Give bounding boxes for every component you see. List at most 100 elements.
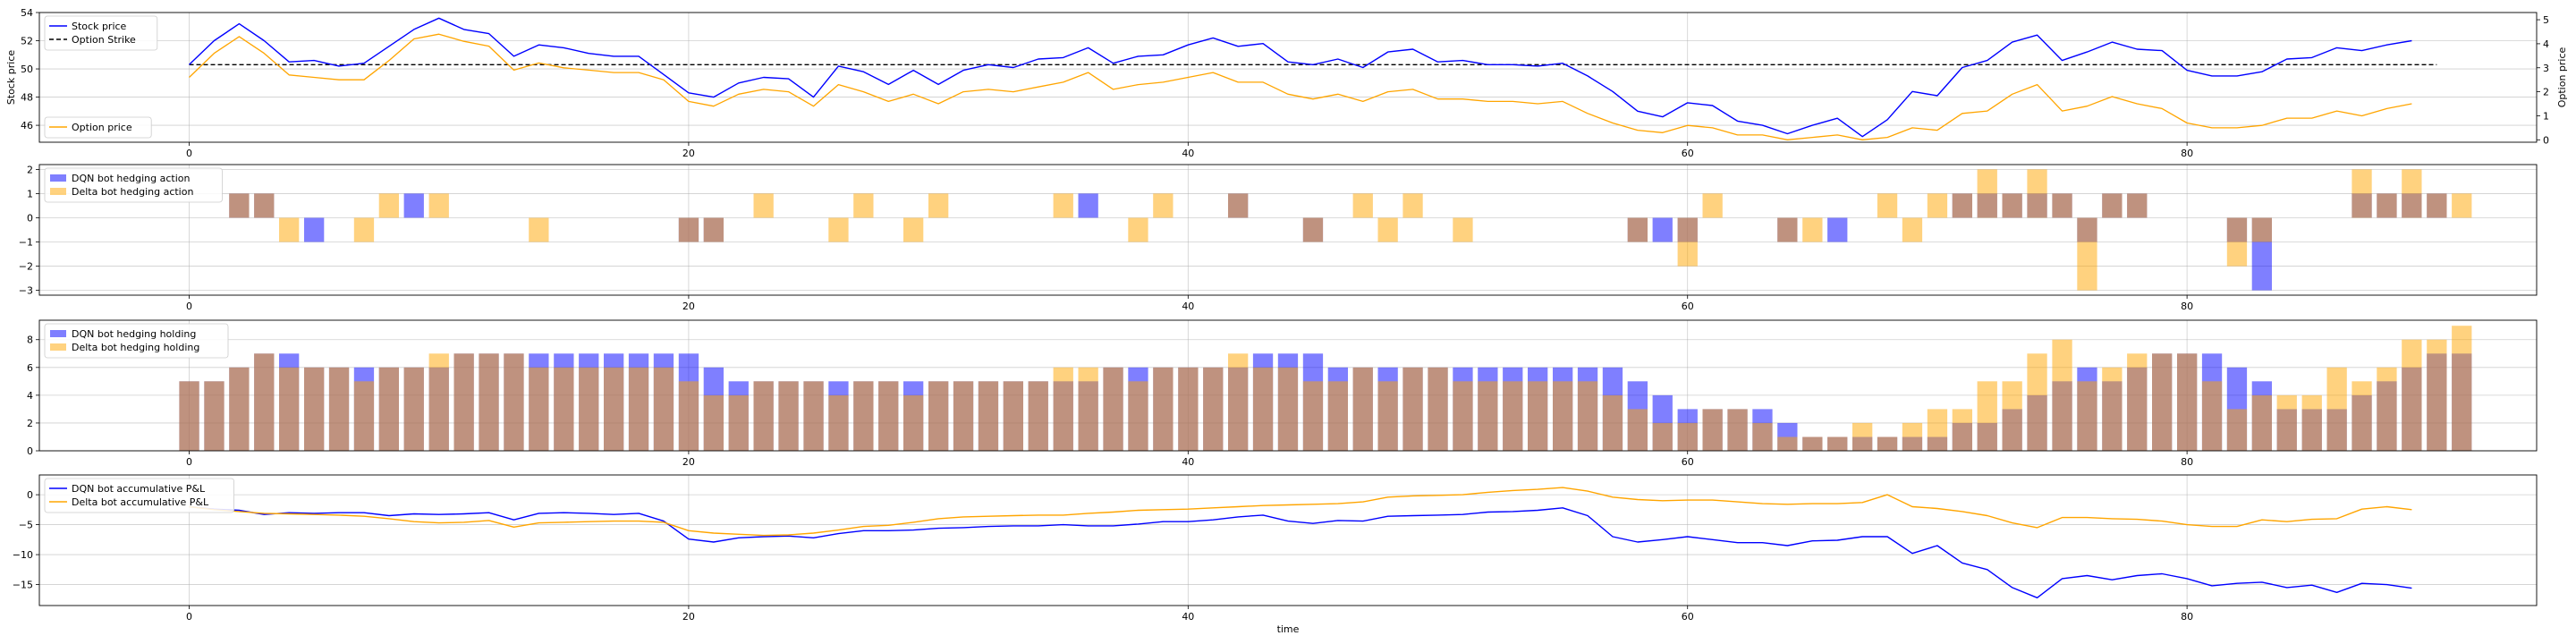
delta-bar: [479, 353, 499, 451]
panel-3: 0 20 40 60 80 0 2 4 6 8 DQN bot hedging holding Del…: [27, 319, 2538, 468]
delta-bar: [1228, 193, 1249, 218]
delta-bar: [254, 353, 275, 451]
delta-bar: [2276, 394, 2297, 451]
delta-bar: [728, 394, 749, 451]
axes-frame: [38, 474, 2538, 606]
y-right-tick-label: 0: [2543, 134, 2549, 146]
delta-bar: [1777, 217, 1798, 242]
delta-bar: [753, 381, 774, 451]
dqn-bar: [1827, 217, 1848, 242]
x-tick-label: 20: [682, 301, 695, 312]
delta-bar: [1577, 381, 1598, 451]
y-tick-label: 6: [27, 362, 33, 374]
delta-bar: [229, 367, 250, 451]
delta-bar: [1677, 217, 1698, 267]
option-price-line: [189, 33, 2412, 140]
delta-bar: [1952, 193, 1972, 218]
legend-label: Option Strike: [72, 34, 136, 46]
x-tick-label: 40: [1182, 611, 1194, 623]
delta-bar: [2427, 339, 2447, 451]
x-tick-label: 60: [1682, 301, 1694, 312]
delta-bar: [2251, 217, 2272, 242]
plot-area: [39, 13, 2537, 142]
panel-1: 0 20 40 60 80 46 48 50 52 54 0 1 2 3 4 5 Stock price Opti…: [5, 7, 2568, 159]
panel-2: 0 20 40 60 80 −3 −2 −1 0 1 2 DQN bot hedging action…: [19, 164, 2538, 312]
delta-bar: [1727, 409, 1748, 451]
delta-bar: [1952, 409, 1972, 451]
delta-bar: [1927, 193, 1948, 218]
y-tick-label: 46: [21, 120, 33, 131]
delta-bar: [403, 367, 424, 451]
delta-bar: [753, 193, 774, 218]
dqn-bar: [403, 193, 424, 218]
y-tick-label: 50: [21, 64, 33, 75]
delta-bar: [254, 193, 275, 218]
y-tick-label: −2: [19, 261, 33, 273]
stock-price-line: [189, 17, 2412, 138]
delta-bar: [2027, 169, 2047, 218]
delta-bar: [828, 217, 849, 242]
delta-bar: [2351, 169, 2372, 218]
delta-bar: [978, 381, 999, 451]
x-tick-label: 0: [186, 456, 192, 468]
delta-bar: [1203, 367, 1224, 451]
delta-bar: [1902, 422, 1923, 451]
delta-bar: [1677, 422, 1698, 451]
legend-patch: [50, 174, 66, 182]
delta-bar: [1977, 381, 1997, 451]
delta-bar: [1752, 422, 1773, 451]
delta-bar: [678, 381, 699, 451]
delta-bar: [279, 367, 300, 451]
delta-bar: [1327, 381, 1348, 451]
delta-bar: [1078, 367, 1098, 451]
delta-bar: [653, 367, 674, 451]
delta-bar: [304, 367, 325, 451]
delta-bar: [628, 367, 649, 451]
panel-4: 0 20 40 60 80 −15 −10 −5 0 time DQN bot accumulati…: [13, 474, 2538, 635]
delta-bar: [1877, 436, 1898, 451]
y-tick-label: −1: [19, 237, 33, 249]
delta-bar: [1702, 409, 1723, 451]
legend-box: [44, 167, 223, 203]
y-right-tick-label: 3: [2543, 63, 2549, 74]
delta-bar: [1802, 217, 1823, 242]
dqn-bar: [304, 217, 325, 242]
delta-bar: [2127, 353, 2148, 451]
legend-label: Delta bot hedging holding: [72, 342, 199, 353]
delta-bar: [1352, 193, 1373, 218]
delta-bar: [828, 394, 849, 451]
delta-bar: [1652, 422, 1673, 451]
delta-bar: [1128, 217, 1148, 242]
axes-frame: [38, 319, 2538, 452]
delta-bar: [1453, 217, 1473, 242]
x-tick-label: 20: [682, 148, 695, 159]
delta-bar: [428, 193, 449, 218]
y-right-tick-label: 1: [2543, 110, 2549, 122]
delta-bar: [853, 381, 874, 451]
delta-bar: [2027, 353, 2047, 451]
delta-bar: [328, 367, 350, 451]
x-tick-label: 60: [1682, 611, 1694, 623]
y-tick-label: −3: [19, 285, 33, 297]
delta-bar: [1802, 436, 1823, 451]
y-right-tick-label: 4: [2543, 38, 2549, 50]
delta-bar: [1053, 193, 1073, 218]
dqn-bar: [1652, 217, 1673, 242]
delta-bar: [378, 367, 399, 451]
delta-bar: [1402, 367, 1423, 451]
delta-bar: [2002, 193, 2022, 218]
delta-bar: [2402, 339, 2422, 451]
delta-bar: [2077, 217, 2097, 291]
plot-area: [39, 475, 2537, 606]
delta-bar: [2377, 193, 2397, 218]
delta-bar: [2326, 367, 2347, 451]
delta-bar: [1003, 381, 1023, 451]
delta-bar: [1377, 217, 1398, 242]
delta-bar: [803, 381, 824, 451]
delta-bar: [1302, 217, 1324, 242]
delta-bar: [678, 217, 699, 242]
delta-bar: [1627, 409, 1648, 451]
x-tick-label: 80: [2181, 148, 2193, 159]
x-tick-label: 80: [2181, 456, 2193, 468]
delta-bar: [928, 193, 949, 218]
